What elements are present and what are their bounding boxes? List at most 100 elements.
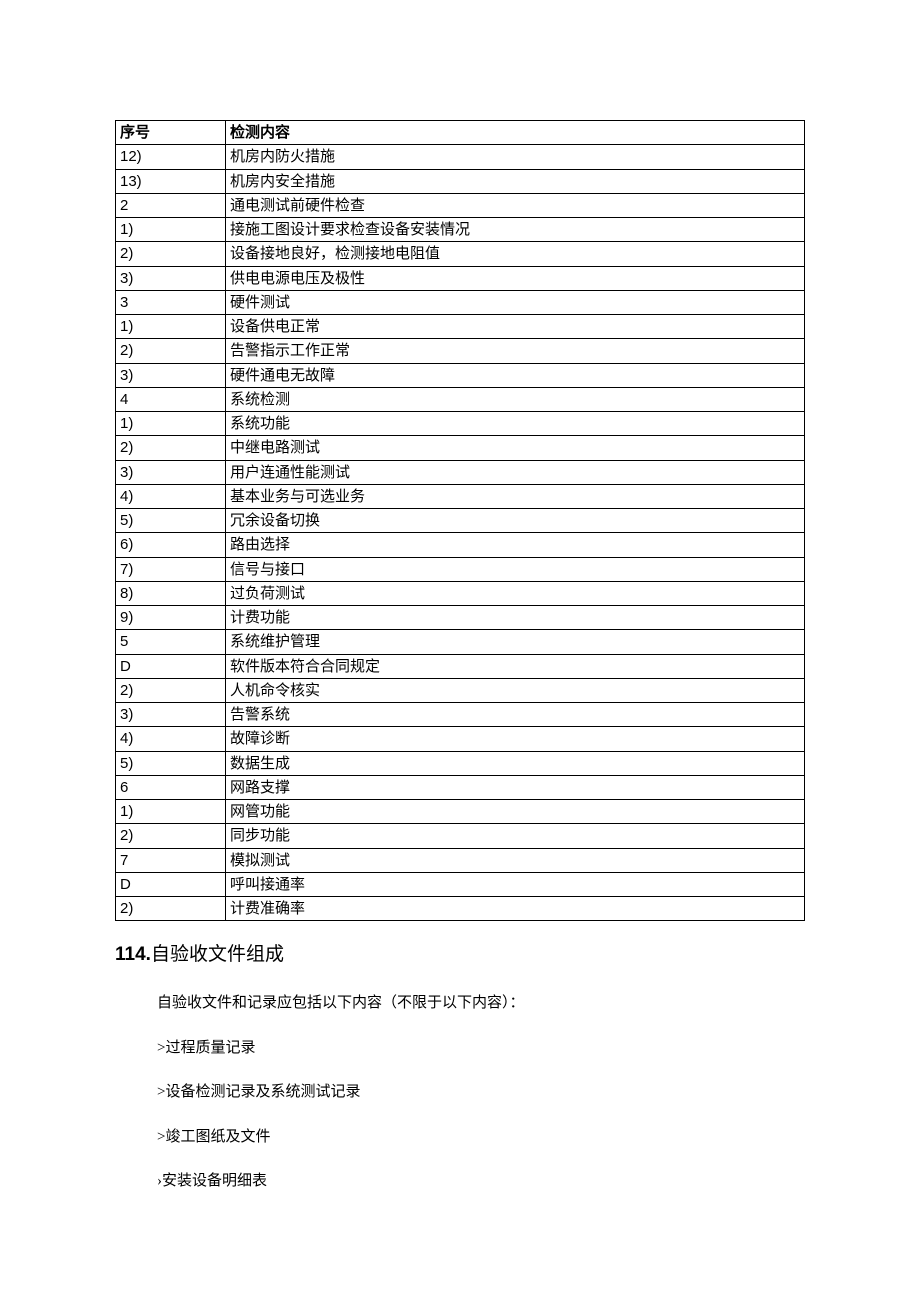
- table-row: 2)同步功能: [116, 824, 805, 848]
- cell-seq: 9): [116, 606, 226, 630]
- cell-seq: 1): [116, 315, 226, 339]
- heading-number: 114.: [115, 944, 151, 965]
- cell-seq: 2): [116, 339, 226, 363]
- cell-seq: 2): [116, 436, 226, 460]
- cell-content: 中继电路测试: [226, 436, 805, 460]
- cell-content: 系统功能: [226, 412, 805, 436]
- table-row: D软件版本符合合同规定: [116, 654, 805, 678]
- cell-seq: 2): [116, 897, 226, 921]
- list-item: ›安装设备明细表: [157, 1170, 805, 1193]
- table-row: 12)机房内防火措施: [116, 145, 805, 169]
- table-row: 1)系统功能: [116, 412, 805, 436]
- cell-content: 机房内安全措施: [226, 169, 805, 193]
- table-row: 13)机房内安全措施: [116, 169, 805, 193]
- cell-seq: 12): [116, 145, 226, 169]
- cell-content: 基本业务与可选业务: [226, 484, 805, 508]
- cell-seq: 13): [116, 169, 226, 193]
- table-row: 7模拟测试: [116, 848, 805, 872]
- cell-seq: 3: [116, 290, 226, 314]
- cell-content: 硬件测试: [226, 290, 805, 314]
- cell-seq: 5: [116, 630, 226, 654]
- cell-content: 用户连通性能测试: [226, 460, 805, 484]
- table-row: 7)信号与接口: [116, 557, 805, 581]
- cell-content: 数据生成: [226, 751, 805, 775]
- table-row: 3)硬件通电无故障: [116, 363, 805, 387]
- table-row: 4)基本业务与可选业务: [116, 484, 805, 508]
- cell-content: 故障诊断: [226, 727, 805, 751]
- cell-seq: D: [116, 654, 226, 678]
- table-row: 1)网管功能: [116, 800, 805, 824]
- cell-content: 设备接地良好，检测接地电阻值: [226, 242, 805, 266]
- table-row: 2)告警指示工作正常: [116, 339, 805, 363]
- cell-seq: 7): [116, 557, 226, 581]
- cell-seq: 2): [116, 242, 226, 266]
- cell-content: 模拟测试: [226, 848, 805, 872]
- cell-content: 网路支撑: [226, 775, 805, 799]
- cell-seq: 6: [116, 775, 226, 799]
- table-row: 2)设备接地良好，检测接地电阻值: [116, 242, 805, 266]
- cell-content: 冗余设备切换: [226, 509, 805, 533]
- cell-seq: 1): [116, 800, 226, 824]
- heading-text: 自验收文件组成: [151, 944, 284, 965]
- cell-content: 通电测试前硬件检查: [226, 193, 805, 217]
- cell-seq: 4): [116, 727, 226, 751]
- cell-content: 信号与接口: [226, 557, 805, 581]
- cell-content: 系统检测: [226, 387, 805, 411]
- cell-seq: 4): [116, 484, 226, 508]
- cell-content: 软件版本符合合同规定: [226, 654, 805, 678]
- table-row: 2通电测试前硬件检查: [116, 193, 805, 217]
- cell-seq: 4: [116, 387, 226, 411]
- cell-seq: 3): [116, 363, 226, 387]
- cell-content: 供电电源电压及极性: [226, 266, 805, 290]
- table-row: 2)中继电路测试: [116, 436, 805, 460]
- table-row: 5)冗余设备切换: [116, 509, 805, 533]
- cell-content: 同步功能: [226, 824, 805, 848]
- cell-seq: 2): [116, 678, 226, 702]
- cell-seq: 6): [116, 533, 226, 557]
- cell-seq: D: [116, 872, 226, 896]
- cell-content: 网管功能: [226, 800, 805, 824]
- section-heading: 114.自验收文件组成: [115, 939, 805, 966]
- cell-content: 系统维护管理: [226, 630, 805, 654]
- table-row: 2)人机命令核实: [116, 678, 805, 702]
- table-row: 1)接施工图设计要求检查设备安装情况: [116, 218, 805, 242]
- cell-content: 路由选择: [226, 533, 805, 557]
- table-row: 2)计费准确率: [116, 897, 805, 921]
- table-row: 5系统维护管理: [116, 630, 805, 654]
- table-row: 4系统检测: [116, 387, 805, 411]
- cell-seq: 3): [116, 460, 226, 484]
- cell-seq: 5): [116, 751, 226, 775]
- table-row: 4)故障诊断: [116, 727, 805, 751]
- header-content: 检测内容: [226, 121, 805, 145]
- table-row: 6)路由选择: [116, 533, 805, 557]
- cell-seq: 3): [116, 703, 226, 727]
- table-row: 9)计费功能: [116, 606, 805, 630]
- inspection-table: 序号 检测内容 12)机房内防火措施13)机房内安全措施2通电测试前硬件检查1)…: [115, 120, 805, 921]
- cell-content: 告警系统: [226, 703, 805, 727]
- cell-content: 计费准确率: [226, 897, 805, 921]
- cell-content: 计费功能: [226, 606, 805, 630]
- table-row: 3)用户连通性能测试: [116, 460, 805, 484]
- table-row: 5)数据生成: [116, 751, 805, 775]
- header-seq: 序号: [116, 121, 226, 145]
- table-header-row: 序号 检测内容: [116, 121, 805, 145]
- list-item: >过程质量记录: [157, 1037, 805, 1060]
- table-row: 8)过负荷测试: [116, 581, 805, 605]
- list-item: >竣工图纸及文件: [157, 1126, 805, 1149]
- cell-content: 硬件通电无故障: [226, 363, 805, 387]
- table-row: 3硬件测试: [116, 290, 805, 314]
- cell-content: 呼叫接通率: [226, 872, 805, 896]
- cell-content: 过负荷测试: [226, 581, 805, 605]
- intro-paragraph: 自验收文件和记录应包括以下内容（不限于以下内容）：: [157, 992, 805, 1015]
- cell-seq: 3): [116, 266, 226, 290]
- cell-content: 接施工图设计要求检查设备安装情况: [226, 218, 805, 242]
- table-row: 3)供电电源电压及极性: [116, 266, 805, 290]
- table-row: 1)设备供电正常: [116, 315, 805, 339]
- cell-seq: 8): [116, 581, 226, 605]
- cell-content: 人机命令核实: [226, 678, 805, 702]
- table-row: 6网路支撑: [116, 775, 805, 799]
- cell-seq: 2): [116, 824, 226, 848]
- cell-seq: 5): [116, 509, 226, 533]
- cell-seq: 1): [116, 412, 226, 436]
- cell-seq: 2: [116, 193, 226, 217]
